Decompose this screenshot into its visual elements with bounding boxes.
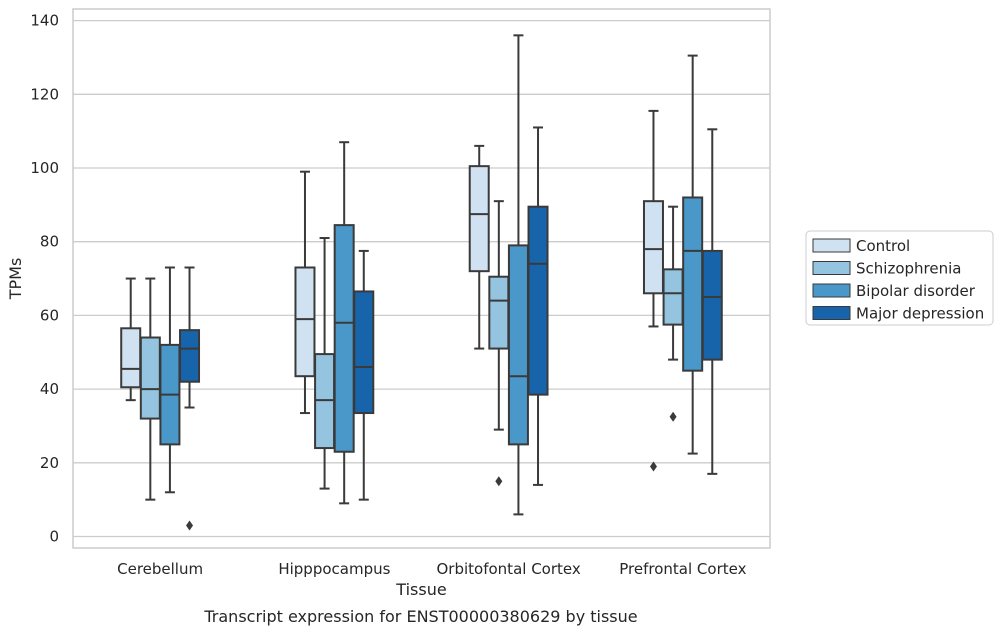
box-body bbox=[294, 266, 316, 378]
outlier-point bbox=[186, 520, 194, 531]
chart-caption: Transcript expression for ENST0000038062… bbox=[203, 607, 637, 626]
x-axis-label: Tissue bbox=[395, 580, 446, 599]
box-schizophrenia bbox=[488, 200, 510, 487]
box-body bbox=[662, 268, 684, 326]
box-body bbox=[139, 336, 161, 420]
box-bipolar-disorder bbox=[507, 34, 529, 516]
box-control bbox=[294, 170, 316, 415]
y-tick-label: 20 bbox=[40, 454, 59, 472]
x-tick-label: Hipppocampus bbox=[278, 560, 390, 578]
x-tick-label: Cerebellum bbox=[117, 560, 203, 578]
x-tick-label: Orbitofontal Cortex bbox=[437, 560, 581, 578]
box-major-depression bbox=[527, 126, 549, 486]
y-tick-label: 0 bbox=[49, 528, 59, 546]
box-body bbox=[527, 205, 549, 396]
box-schizophrenia bbox=[314, 237, 336, 490]
box-bipolar-disorder bbox=[333, 141, 355, 505]
box-control bbox=[120, 277, 142, 402]
legend-label: Major depression bbox=[856, 305, 984, 323]
box-body bbox=[488, 275, 510, 350]
box-plot-marks bbox=[120, 34, 723, 531]
box-body bbox=[120, 327, 142, 389]
box-bipolar-disorder bbox=[159, 266, 181, 494]
box-body bbox=[701, 249, 723, 361]
y-axis-label: TPMs bbox=[6, 258, 25, 301]
y-tick-label: 60 bbox=[40, 306, 59, 324]
legend-label: Bipolar disorder bbox=[856, 282, 976, 300]
legend-swatch bbox=[812, 283, 851, 298]
box-major-depression bbox=[179, 266, 201, 531]
x-axis-ticks: Cerebellum Hipppocampus Orbitofontal Corte… bbox=[117, 560, 746, 578]
box-major-depression bbox=[353, 249, 375, 501]
legend-swatch bbox=[812, 238, 851, 253]
box-body bbox=[682, 196, 704, 372]
outlier-point bbox=[649, 461, 657, 472]
box-body bbox=[353, 290, 375, 415]
y-tick-label: 40 bbox=[40, 380, 59, 398]
legend: Control Schizophrenia Bipolar disorder Majo… bbox=[805, 230, 994, 326]
y-axis-ticks: 0 20 40 60 80 100 120 140 bbox=[30, 12, 59, 546]
box-control bbox=[642, 109, 664, 472]
plot-frame bbox=[72, 8, 771, 549]
box-body bbox=[333, 224, 355, 453]
y-tick-label: 140 bbox=[30, 12, 59, 30]
y-tick-label: 80 bbox=[40, 233, 59, 251]
legend-swatch bbox=[812, 306, 851, 320]
outlier-point bbox=[669, 411, 677, 422]
legend-swatch bbox=[812, 261, 851, 275]
box-major-depression bbox=[701, 128, 723, 475]
y-tick-label: 120 bbox=[30, 85, 59, 103]
box-body bbox=[642, 200, 664, 295]
legend-frame bbox=[805, 230, 994, 326]
legend-label: Control bbox=[856, 237, 910, 255]
x-tick-label: Prefrontal Cortex bbox=[619, 560, 746, 578]
box-body bbox=[179, 329, 201, 383]
box-bipolar-disorder bbox=[682, 54, 704, 455]
box-schizophrenia bbox=[139, 277, 161, 501]
outlier-point bbox=[495, 476, 503, 487]
box-control bbox=[468, 144, 490, 350]
box-body bbox=[468, 165, 490, 273]
legend-label: Schizophrenia bbox=[856, 260, 961, 278]
y-tick-label: 100 bbox=[30, 159, 59, 177]
box-body bbox=[507, 244, 529, 446]
